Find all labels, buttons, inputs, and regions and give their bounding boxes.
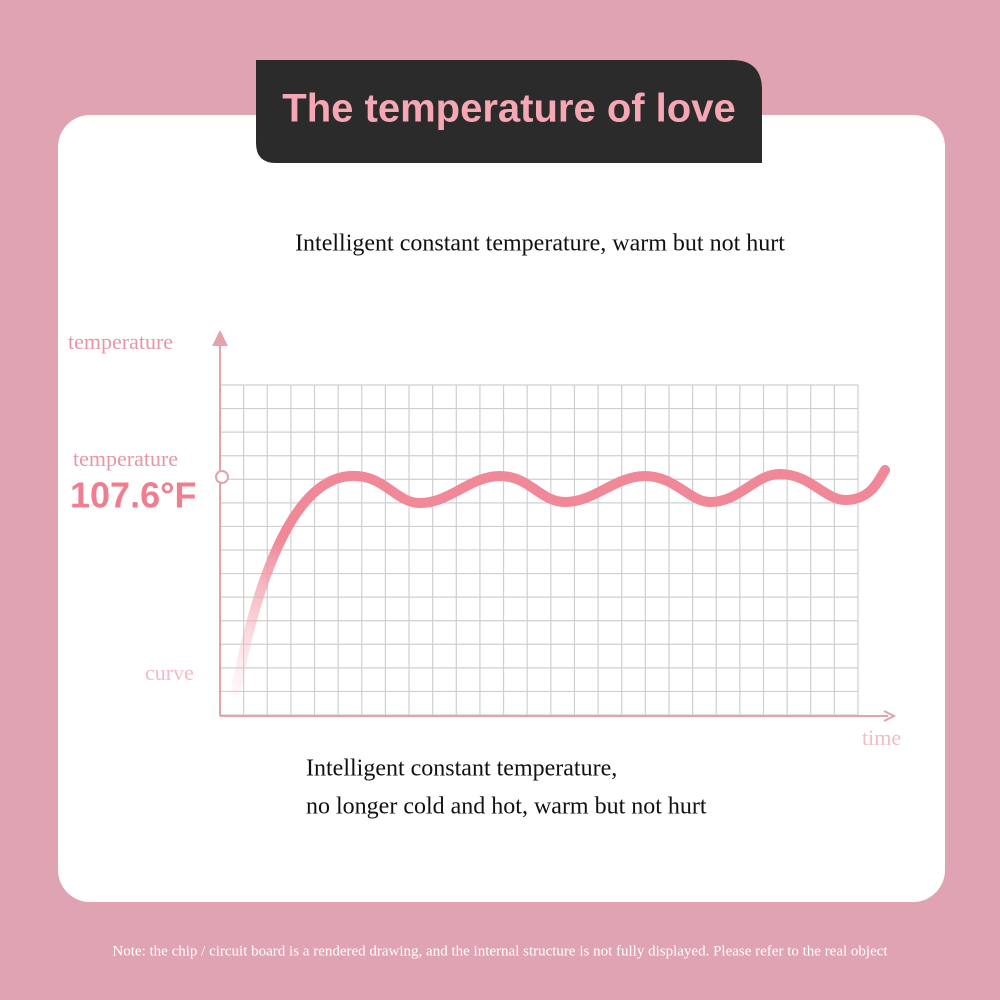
subtitle: Intelligent constant temperature, warm b… xyxy=(295,231,785,257)
footer-note: Note: the chip / circuit board is a rend… xyxy=(112,943,888,959)
x-axis-arrow xyxy=(883,710,897,722)
curve-label: curve xyxy=(145,660,194,685)
y-axis-arrow xyxy=(212,330,228,346)
temperature-curve xyxy=(231,465,890,695)
description-line: no longer cold and hot, warm but not hur… xyxy=(306,794,707,820)
title-tab xyxy=(256,60,762,163)
marker-value: 107.6°F xyxy=(70,475,196,516)
y-axis-label: temperature xyxy=(68,329,173,354)
marker-label: temperature xyxy=(73,446,178,471)
title: The temperature of love xyxy=(282,87,735,131)
card xyxy=(58,115,945,902)
grid xyxy=(219,384,859,716)
marker xyxy=(215,470,229,484)
x-axis-label: time xyxy=(862,725,901,750)
description-line: Intelligent constant temperature, xyxy=(306,756,617,782)
